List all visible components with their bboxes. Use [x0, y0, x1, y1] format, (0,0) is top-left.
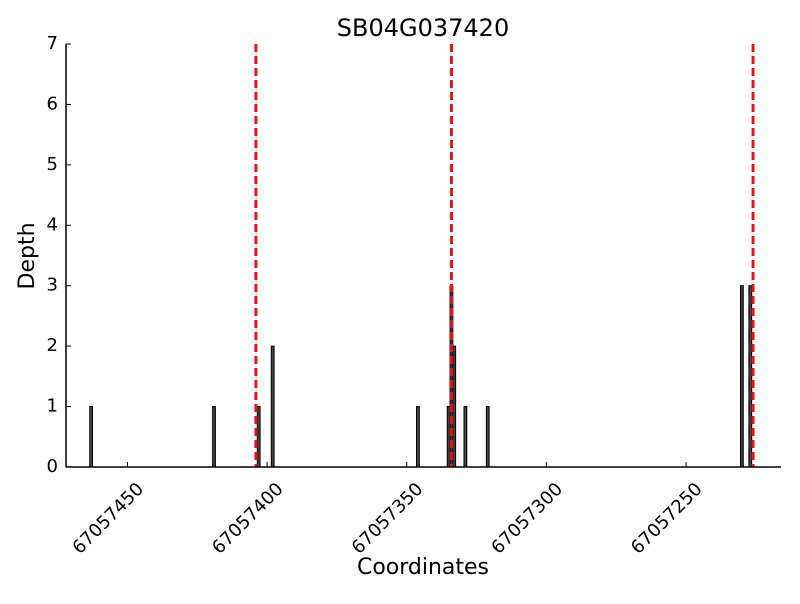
x-axis-label: Coordinates: [357, 555, 489, 580]
bar: [270, 345, 275, 468]
bar: [89, 406, 94, 468]
bar: [740, 285, 744, 468]
y-tick-label: 3: [47, 275, 58, 296]
x-tick-label: 67057250: [627, 479, 707, 559]
bar: [416, 406, 420, 468]
bar: [485, 406, 490, 468]
chart-title: SB04G037420: [337, 14, 509, 42]
y-tick-label: 4: [47, 214, 58, 235]
x-tick-label: 67057400: [208, 479, 288, 559]
x-tick-label: 67057350: [348, 479, 428, 559]
bar: [256, 406, 261, 468]
bar: [748, 285, 753, 468]
y-tick-label: 1: [47, 396, 58, 417]
y-tick-label: 7: [47, 33, 58, 54]
y-axis-label: Depth: [15, 222, 40, 289]
bar: [452, 345, 457, 468]
y-tick-label: 5: [47, 154, 58, 175]
y-tick-label: 2: [47, 335, 58, 356]
y-tick-label: 6: [47, 93, 58, 114]
x-tick-label: 67057450: [68, 479, 148, 559]
y-tick-label: 0: [47, 456, 58, 477]
bar: [463, 406, 468, 468]
bar: [212, 406, 216, 468]
x-tick-label: 67057300: [487, 479, 567, 559]
